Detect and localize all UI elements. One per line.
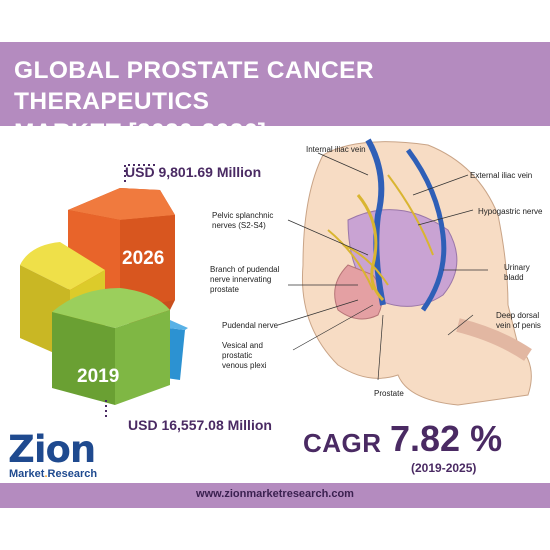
label-hypogastric-nerve: Hypogastric nerve bbox=[478, 207, 543, 216]
label-2026: 2026 bbox=[122, 248, 165, 269]
usd-value-2026: USD 9,801.69 Million bbox=[125, 164, 262, 180]
label-internal-iliac-vein: Internal iliac vein bbox=[306, 145, 366, 154]
footer-url[interactable]: www.zionmarketresearch.com bbox=[196, 488, 354, 500]
label-urinary-bladder: Urinary bladd bbox=[504, 263, 530, 282]
label-pudendal-nerve: Pudendal nerve bbox=[222, 321, 279, 330]
label-deep-dorsal-vein: Deep dorsal vein of penis bbox=[496, 311, 541, 330]
title-line-2: MARKET [2020-2026] bbox=[14, 119, 267, 146]
logo-sub-part1: Market bbox=[9, 468, 45, 480]
pie-illustration: 2026 2019 bbox=[10, 160, 210, 420]
usd-value-2019: USD 16,557.08 Million bbox=[128, 417, 272, 433]
label-prostate: Prostate bbox=[374, 389, 404, 398]
label-branch-pudendal: Branch of pudendal nerve innervating pro… bbox=[210, 265, 280, 294]
anatomy-svg bbox=[277, 138, 532, 406]
green-slice bbox=[52, 288, 170, 405]
logo-sub-dot: . bbox=[44, 468, 48, 480]
title-bar bbox=[0, 42, 550, 126]
logo-sub-part2: Research bbox=[47, 468, 98, 480]
footer-bar bbox=[0, 483, 550, 508]
label-vesical-prostatic: Vesical and prostatic venous plexi bbox=[222, 341, 267, 370]
cagr-years: (2019-2025) bbox=[411, 461, 477, 475]
page-title: GLOBAL PROSTATE CANCER THERAPEUTICS MARK… bbox=[14, 55, 544, 148]
logo-subtitle: Market.Research bbox=[9, 468, 97, 480]
label-2019: 2019 bbox=[77, 366, 120, 387]
title-line-1: GLOBAL PROSTATE CANCER THERAPEUTICS bbox=[14, 57, 374, 115]
label-pelvic-splanchnic: Pelvic splanchnic nerves (S2-S4) bbox=[212, 211, 274, 230]
cagr-label: CAGR bbox=[303, 428, 382, 458]
logo-wordmark: Zion bbox=[8, 428, 96, 471]
cagr-value: 7.82 % bbox=[390, 418, 503, 459]
anatomy-illustration: Internal iliac vein External iliac vein … bbox=[208, 135, 550, 415]
zion-logo: Zion Market.Research bbox=[6, 428, 106, 486]
pie-svg bbox=[20, 164, 188, 420]
label-external-iliac-vein: External iliac vein bbox=[470, 171, 533, 180]
